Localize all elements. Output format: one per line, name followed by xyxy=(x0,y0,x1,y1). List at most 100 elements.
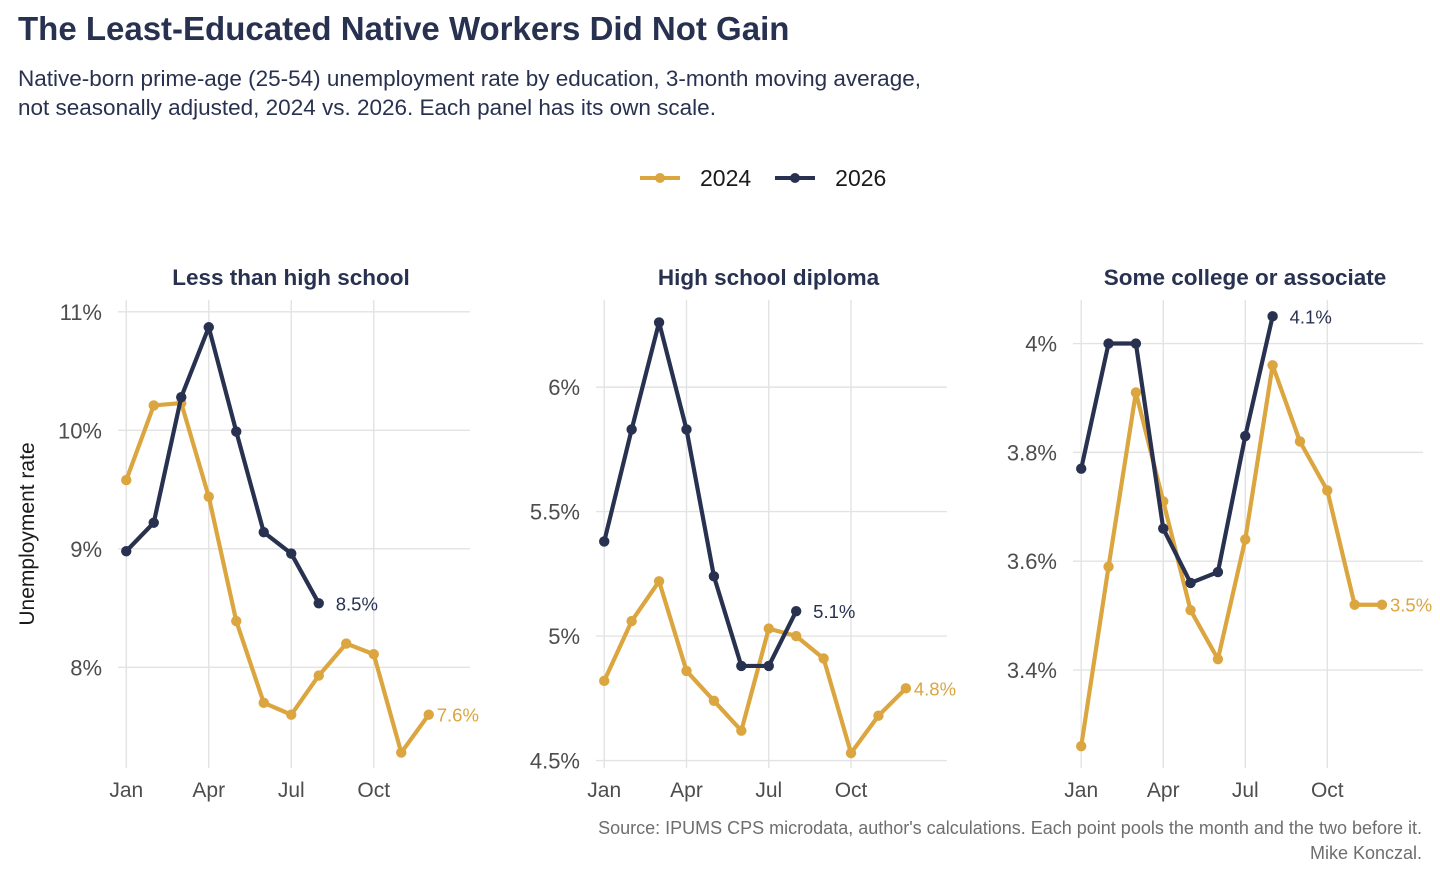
data-point-2024 xyxy=(790,630,802,642)
y-tick-label: 5.5% xyxy=(530,500,580,525)
end-label-2026: 4.1% xyxy=(1290,306,1332,327)
data-point-2024 xyxy=(368,649,379,660)
data-point-2024 xyxy=(231,615,242,627)
data-point-2024 xyxy=(1130,387,1142,398)
legend-item-2026: 2026 xyxy=(775,165,886,192)
x-tick-label: Jul xyxy=(1232,779,1259,802)
panel-1: Less than high school 8% 9% 10% 11% Jan Apr Jul… xyxy=(16,265,479,802)
data-point-2024 xyxy=(900,683,912,694)
x-tick-label: Oct xyxy=(835,779,868,802)
data-point-2026 xyxy=(203,322,214,333)
data-point-2024 xyxy=(1267,360,1278,371)
x-tick-label: Apr xyxy=(670,779,703,802)
series-line-2026 xyxy=(124,325,321,606)
legend-label-2026: 2026 xyxy=(835,164,887,191)
y-tick-label: 11% xyxy=(60,300,102,325)
data-point-2024 xyxy=(818,653,829,664)
end-label-2024: 4.8% xyxy=(914,678,956,699)
legend-item-2024: 2024 xyxy=(640,165,751,192)
data-point-2024 xyxy=(1076,741,1087,752)
data-point-2024 xyxy=(708,695,720,706)
data-point-2026 xyxy=(1267,311,1278,322)
chart-title: The Least-Educated Native Workers Did No… xyxy=(18,10,790,47)
legend-key-2024 xyxy=(640,168,680,188)
end-label-2024: 3.5% xyxy=(1390,595,1432,616)
y-tick-label: 4.5% xyxy=(530,749,580,774)
data-point-2026 xyxy=(176,391,187,403)
legend-key-2026 xyxy=(775,168,816,188)
data-point-2024 xyxy=(341,638,352,649)
data-point-2024 xyxy=(1376,599,1388,610)
data-point-2024 xyxy=(423,709,434,720)
data-point-2026 xyxy=(148,517,159,528)
data-point-2024 xyxy=(1294,436,1306,447)
panel-title: Some college or associate xyxy=(1104,265,1387,290)
series-line-2024 xyxy=(602,579,908,756)
data-point-2026 xyxy=(763,660,774,672)
data-point-2024 xyxy=(396,747,407,758)
x-tick-label: Oct xyxy=(357,779,390,802)
data-point-2026 xyxy=(653,317,665,328)
data-point-2026 xyxy=(708,571,720,582)
series-line-2026 xyxy=(602,320,799,669)
y-tick-label: 3.8% xyxy=(1007,440,1057,465)
data-point-2026 xyxy=(1158,523,1169,534)
end-label-2026: 8.5% xyxy=(336,593,378,614)
data-point-2024 xyxy=(763,623,774,634)
data-point-2026 xyxy=(231,426,242,437)
data-point-2024 xyxy=(1103,561,1114,572)
data-point-2024 xyxy=(626,615,637,627)
legend-point-2026 xyxy=(790,173,801,183)
data-point-2024 xyxy=(1322,485,1333,496)
data-point-2024 xyxy=(1240,534,1251,545)
chart-subtitle: Native-born prime-age (25-54) unemployme… xyxy=(18,64,921,122)
data-point-2026 xyxy=(1076,463,1087,474)
legend-label-2024: 2024 xyxy=(700,164,752,191)
data-point-2024 xyxy=(121,474,132,486)
data-point-2024 xyxy=(286,709,297,720)
subtitle-line-2: not seasonally adjusted, 2024 vs. 2026. … xyxy=(18,95,716,120)
data-point-2026 xyxy=(286,548,297,559)
end-label-2024: 7.6% xyxy=(437,705,479,726)
data-point-2026 xyxy=(626,424,637,435)
legend-point-2024 xyxy=(655,173,665,183)
data-point-2026 xyxy=(121,545,132,557)
data-point-2024 xyxy=(203,491,214,502)
x-tick-label: Oct xyxy=(1311,779,1344,802)
data-point-2026 xyxy=(258,527,269,538)
y-tick-label: 10% xyxy=(58,418,102,443)
x-tick-label: Jan xyxy=(1064,779,1098,802)
subtitle-line-1: Native-born prime-age (25-54) unemployme… xyxy=(18,66,921,91)
data-point-2026 xyxy=(736,660,747,672)
y-tick-label: 3.6% xyxy=(1007,549,1057,574)
y-tick-label: 4% xyxy=(1025,332,1057,357)
panel-3: Some college or associate 3.4% 3.6% 3.8% 4% J… xyxy=(1007,265,1432,802)
data-point-2026 xyxy=(1130,338,1142,349)
data-point-2026 xyxy=(1240,430,1251,442)
y-tick-label: 3.4% xyxy=(1007,658,1057,683)
caption-line-2: Mike Konczal. xyxy=(1309,843,1422,863)
y-tick-label: 9% xyxy=(70,537,102,562)
series-line-2024 xyxy=(124,400,431,755)
caption-line-1: Source: IPUMS CPS microdata, author's ca… xyxy=(598,818,1422,838)
data-point-2024 xyxy=(1212,653,1224,665)
y-tick-label: 6% xyxy=(548,375,580,400)
x-tick-label: Jan xyxy=(587,779,621,802)
chart-caption: Source: IPUMS CPS microdata, author's ca… xyxy=(598,816,1422,866)
series-line-2024 xyxy=(1079,363,1385,749)
data-point-2024 xyxy=(736,725,747,736)
data-point-2024 xyxy=(681,665,692,677)
x-tick-label: Jan xyxy=(109,779,143,802)
data-point-2024 xyxy=(599,675,610,687)
data-point-2024 xyxy=(313,670,324,681)
data-point-2026 xyxy=(313,598,324,609)
panel-title: Less than high school xyxy=(172,265,410,290)
x-tick-label: Jul xyxy=(278,779,305,802)
data-point-2026 xyxy=(1103,338,1114,349)
x-tick-label: Jul xyxy=(755,779,782,802)
x-tick-label: Apr xyxy=(1147,779,1180,802)
data-point-2026 xyxy=(681,424,692,435)
data-point-2024 xyxy=(148,400,159,411)
panel-2: High school diploma 4.5% 5% 5.5% 6% Jan Apr Jul… xyxy=(530,265,956,802)
